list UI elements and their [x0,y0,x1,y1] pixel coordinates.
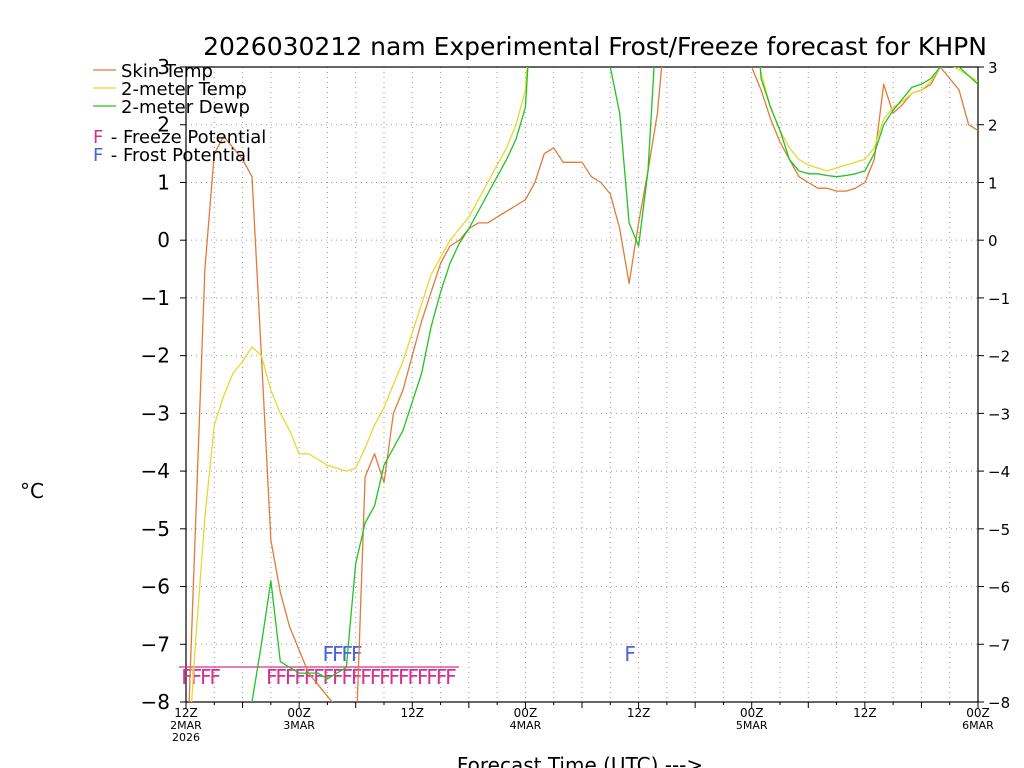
series-line-0 [188,67,978,702]
grid [186,67,978,702]
y-tick-label-left: 3 [157,55,170,79]
y-tick-label-right: −8 [988,694,1010,712]
series-lines [188,67,978,702]
freeze-marker: F [370,665,382,689]
y-tick-label-right: −4 [988,463,1010,481]
freeze-marker: F [379,665,391,689]
frost-marker: F [332,642,344,666]
frost-marker: F [351,642,363,666]
y-tick-label-left: −6 [141,575,170,599]
freeze-marker: F [181,665,193,689]
y-tick-label-right: 3 [988,59,998,77]
y-tick-label-left: −4 [141,459,170,483]
y-axis-label: °C [20,479,44,503]
legend-label-2: 2-meter Dewp [121,97,250,118]
freeze-marker: F [389,665,401,689]
y-tick-label-left: −2 [141,344,170,368]
y-tick-label-right: −2 [988,348,1010,366]
freeze-marker: F [351,665,363,689]
freeze-marker: F [294,665,306,689]
x-tick-label: 12Z [853,706,877,720]
x-tick-label: 2MAR [170,719,202,732]
freeze-marker: F [332,665,344,689]
freeze-marker: F [426,665,438,689]
x-tick-label: 00Z [740,706,764,720]
x-tick-label: 00Z [966,706,990,720]
y-tick-label-left: −5 [141,517,170,541]
y-tick-label-left: −7 [141,632,170,656]
freeze-marker: F [313,665,325,689]
x-tick-label: 12Z [401,706,425,720]
x-tick-label: 00Z [287,706,311,720]
y-tick-label-right: 0 [988,232,998,250]
y-tick-label-left: −3 [141,401,170,425]
y-tick-label-left: 2 [157,113,170,137]
y-tick-label-right: −6 [988,579,1010,597]
x-tick-label: 4MAR [510,719,542,732]
legend-marker-label-0: - Freeze Potential [105,127,266,148]
freeze-marker: F [323,665,335,689]
legend-marker-symbol-0: F [93,127,103,148]
x-tick-label: 00Z [514,706,538,720]
y-tick-label-left: 1 [157,170,170,194]
x-tick-label: 12Z [174,706,198,720]
legend-marker-symbol-1: F [93,145,103,166]
freeze-marker: F [436,665,448,689]
series-line-1 [190,67,978,702]
freeze-marker: F [210,665,222,689]
axes: −8 −8 −7 −7 −6 −6 −5 −5 −4 −4 −3 −3 −2 −2 −1 −1 0 0 1 1 2 2 3 3… [141,55,1011,744]
y-tick-label-left: −8 [141,690,170,714]
y-tick-label-right: 1 [988,174,998,192]
frost-marker: F [323,642,335,666]
freeze-marker: F [342,665,354,689]
x-tick-label: 5MAR [736,719,768,732]
freeze-marker: F [285,665,297,689]
x-tick-label: 2026 [172,731,200,744]
y-tick-label-left: 0 [157,228,170,252]
x-tick-label: 6MAR [962,719,994,732]
y-tick-label-right: −7 [988,636,1010,654]
freeze-marker: F [360,665,372,689]
x-tick-label: 12Z [627,706,651,720]
freeze-marker: F [417,665,429,689]
freeze-marker: F [445,665,457,689]
legend-label-1: 2-meter Temp [121,79,247,100]
y-tick-label-right: 2 [988,117,998,135]
freeze-marker: F [304,665,316,689]
freeze-marker: F [200,665,212,689]
freeze-marker: F [191,665,203,689]
series-line-2 [251,67,978,702]
y-tick-label-right: −3 [988,405,1010,423]
freeze-marker: F [408,665,420,689]
freeze-marker: F [266,665,278,689]
freeze-marker: F [398,665,410,689]
plot-frame [185,66,979,703]
y-tick-label-right: −5 [988,521,1010,539]
legend-marker-label-1: - Frost Potential [105,145,251,166]
x-axis-label: Forecast Time (UTC) ---> [457,753,703,768]
x-tick-label: 3MAR [283,719,315,732]
freeze-marker: F [276,665,288,689]
y-tick-label-right: −1 [988,290,1010,308]
y-tick-label-left: −1 [141,286,170,310]
legend-label-0: Skin Temp [121,61,213,82]
chart-title: 2026030212 nam Experimental Frost/Freeze… [203,32,987,61]
frost-marker: F [624,642,636,666]
